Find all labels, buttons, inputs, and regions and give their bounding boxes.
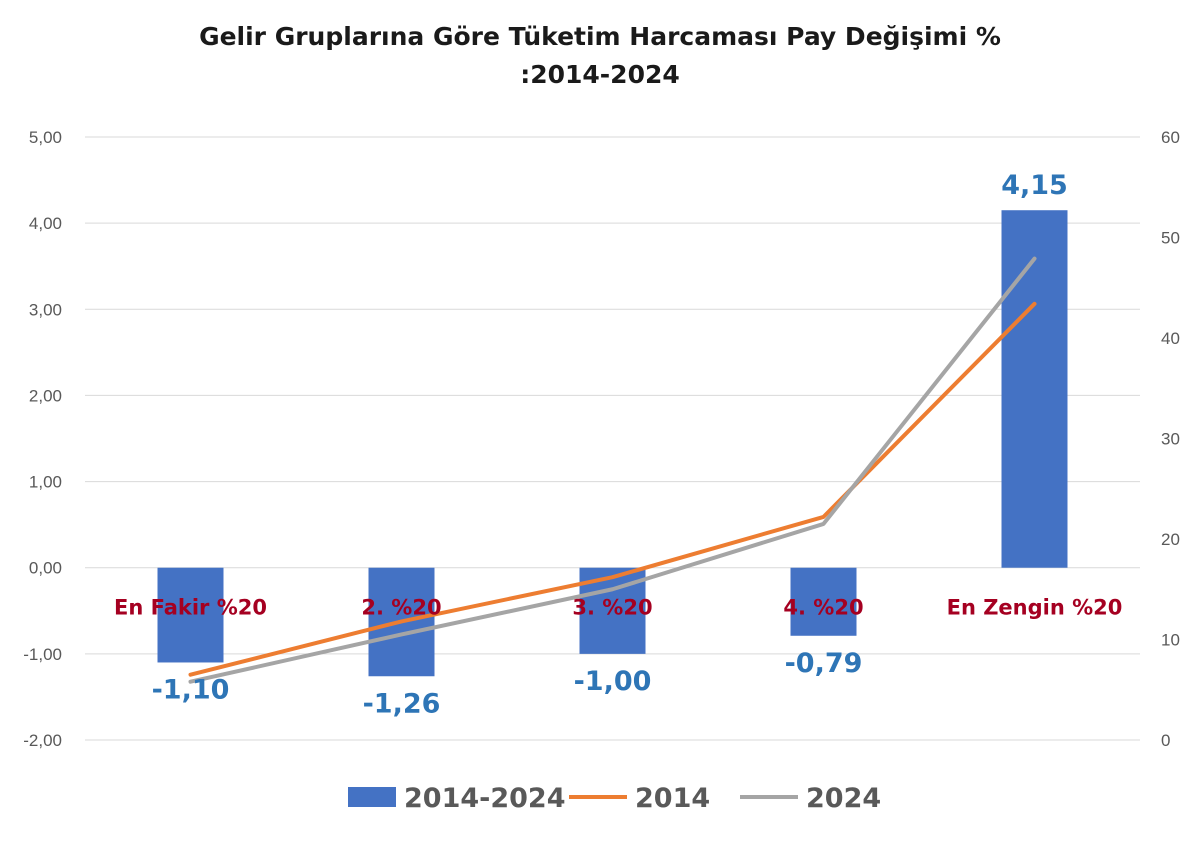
- y-right-tick-label: 20: [1161, 530, 1180, 549]
- bar-data-label: -1,10: [152, 674, 230, 705]
- category-label: 2. %20: [361, 596, 441, 620]
- category-label: 3. %20: [572, 596, 652, 620]
- y-right-tick-label: 30: [1161, 430, 1180, 449]
- category-label: En Zengin %20: [947, 596, 1123, 620]
- y-left-tick-label: 2,00: [29, 386, 62, 405]
- bar: [790, 567, 857, 636]
- y-right-tick-label: 10: [1161, 631, 1180, 650]
- legend-label: 2014: [635, 783, 710, 814]
- bar: [1001, 210, 1068, 568]
- y-left-tick-label: 3,00: [29, 300, 62, 319]
- y-left-tick-label: -1,00: [23, 645, 62, 664]
- y-left-tick-label: 5,00: [29, 128, 62, 147]
- category-label: 4. %20: [783, 596, 863, 620]
- y-left-tick-label: 4,00: [29, 214, 62, 233]
- chart-title: Gelir Gruplarına Göre Tüketim Harcaması …: [0, 18, 1200, 94]
- legend-label: 2014-2024: [404, 783, 566, 814]
- y-left-tick-label: 1,00: [29, 473, 62, 492]
- series-line-2024: [188, 256, 1037, 684]
- bar-data-label: -0,79: [785, 648, 863, 679]
- y-left-tick-label: -2,00: [23, 731, 62, 750]
- category-label: En Fakir %20: [114, 596, 267, 620]
- legend-swatch-bar: [348, 787, 396, 807]
- y-right-tick-label: 40: [1161, 329, 1180, 348]
- y-right-tick-label: 0: [1161, 731, 1170, 750]
- chart-title-line2: :2014-2024: [520, 60, 680, 89]
- bar-data-label: 4,15: [1001, 170, 1068, 201]
- bar-data-label: -1,00: [574, 666, 652, 697]
- y-right-tick-label: 60: [1161, 128, 1180, 147]
- bar-data-label: -1,26: [363, 688, 441, 719]
- chart-title-line1: Gelir Gruplarına Göre Tüketim Harcaması …: [199, 22, 1001, 51]
- y-left-tick-label: 0,00: [29, 559, 62, 578]
- legend-label: 2024: [806, 783, 881, 814]
- series-line-2014: [188, 301, 1037, 677]
- bar: [157, 567, 224, 663]
- y-right-tick-label: 50: [1161, 229, 1180, 248]
